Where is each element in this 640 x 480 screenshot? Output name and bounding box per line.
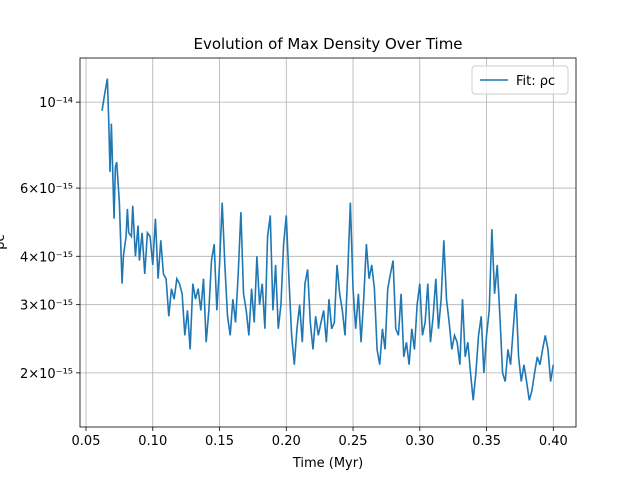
legend-box — [471, 65, 569, 95]
legend-label: Fit: ρc — [516, 74, 555, 89]
data-line — [101, 78, 555, 401]
x-tick-label: 0.15 — [205, 434, 234, 449]
y-tick-label: 2×10⁻¹⁵ — [20, 367, 73, 382]
x-tick-label: 0.10 — [138, 434, 167, 449]
chart-title: Evolution of Max Density Over Time — [193, 35, 462, 53]
x-tick-label: 0.20 — [272, 434, 301, 449]
y-tick-label: 10⁻¹⁴ — [39, 96, 73, 111]
x-axis-label: Time (Myr) — [292, 456, 363, 471]
x-tick-label: 0.25 — [339, 434, 368, 449]
y-tick-label: 3×10⁻¹⁵ — [20, 299, 73, 314]
x-tick-label: 0.05 — [72, 434, 101, 449]
x-tick-label: 0.30 — [405, 434, 434, 449]
axes-frame — [79, 57, 577, 428]
y-tick-label: 6×10⁻¹⁵ — [20, 182, 73, 197]
x-tick-label: 0.35 — [472, 434, 501, 449]
y-tick-label: 4×10⁻¹⁵ — [20, 250, 73, 265]
x-tick-label: 0.40 — [539, 434, 568, 449]
y-axis-label: ρc — [0, 234, 8, 249]
